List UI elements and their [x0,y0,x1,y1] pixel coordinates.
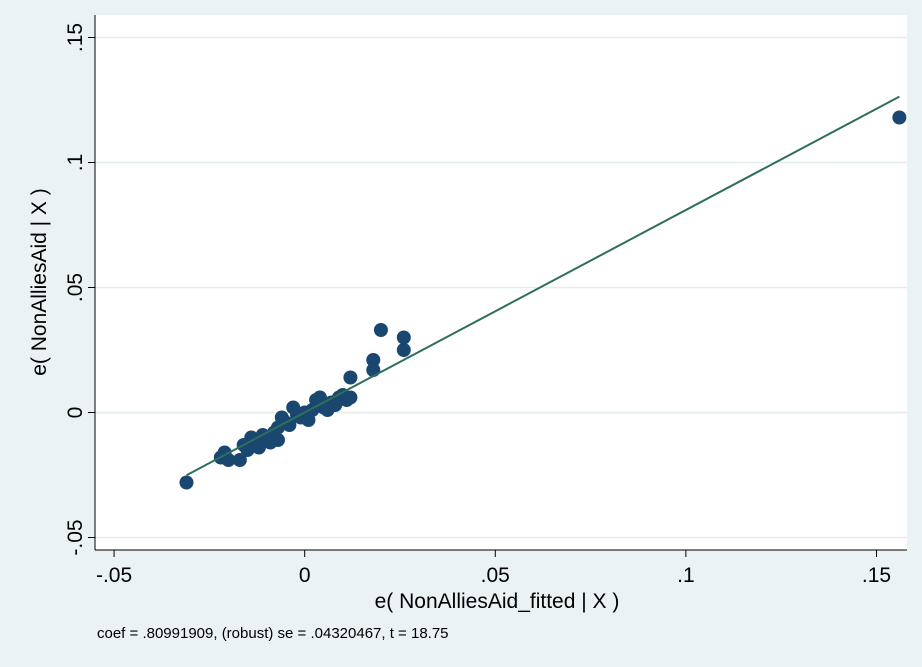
data-point [366,353,381,367]
y-tick-label: -.05 [64,519,87,555]
data-point [366,363,381,377]
data-point [343,390,358,405]
data-points [179,110,907,490]
y-tick-label: .05 [64,273,87,302]
gridlines [95,36,907,539]
y-axis-ticks: -.05 0 .05 .1 .15 [64,23,95,556]
data-point [892,110,907,125]
data-point [179,475,194,490]
data-point [396,343,411,357]
y-tick-label: .1 [64,154,87,172]
data-point [232,453,247,467]
x-axis-ticks: -.05 0 .05 .1 .15 [96,550,891,587]
x-tick-label: .15 [862,564,891,587]
x-tick-label: 0 [299,564,311,587]
data-point [396,330,411,345]
regression-note: coef = .80991909, (robust) se = .0432046… [97,625,449,642]
x-tick-label: .05 [481,564,510,587]
plot-area [95,15,907,550]
y-tick-label: .15 [64,23,87,52]
data-point [270,433,285,447]
y-tick-label: 0 [64,407,87,419]
data-point [221,453,236,467]
y-axis-title: e( NonAlliesAid | X ) [28,188,51,376]
fit-line [186,95,900,477]
data-point [343,370,358,385]
x-tick-label: .1 [677,564,695,587]
x-axis-title: e( NonAlliesAid_fitted | X ) [375,590,620,613]
x-tick-label: -.05 [96,564,132,587]
data-point [373,323,388,337]
